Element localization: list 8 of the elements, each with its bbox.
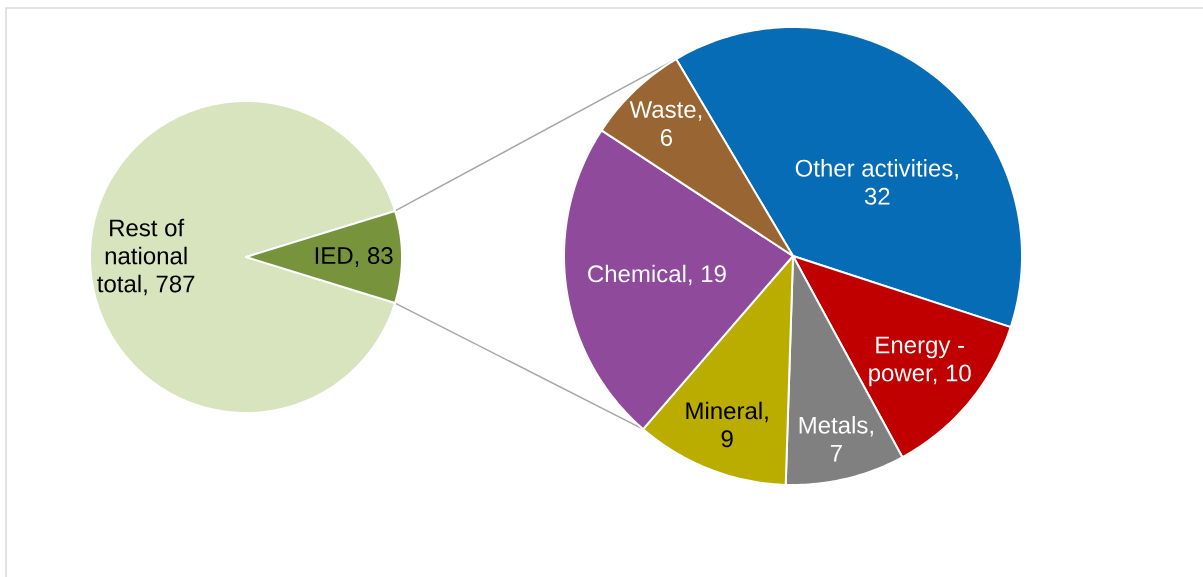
slice-label: Rest of national total, 787: [97, 218, 195, 296]
slice-label: Chemical, 19: [588, 264, 726, 286]
slice-label: Other activities, 32: [795, 159, 958, 205]
slice-label: Waste, 6: [629, 101, 702, 146]
slice-label: Mineral, 9: [686, 401, 768, 448]
slice-label: IED, 83: [315, 247, 393, 267]
slice-label: Energy - power, 10: [869, 336, 971, 387]
slice-label: Metals, 7: [799, 416, 873, 462]
